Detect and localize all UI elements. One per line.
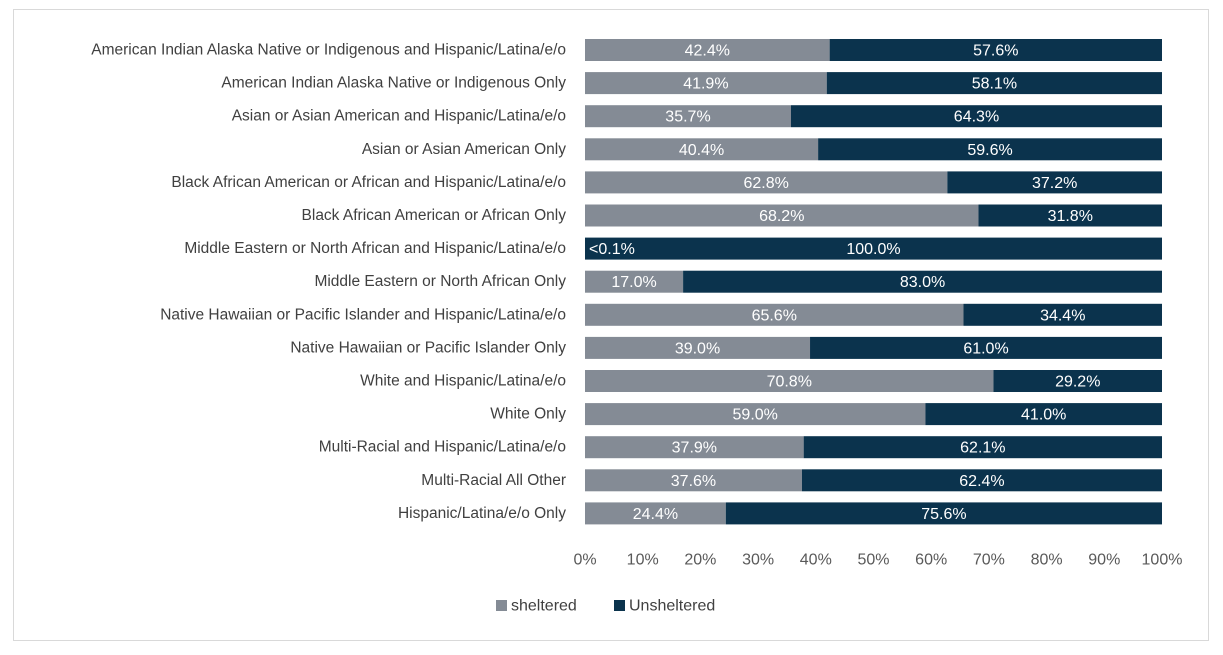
bar-unsheltered	[790, 105, 1162, 128]
bar-sheltered	[585, 171, 948, 194]
category-label: White Only	[490, 406, 566, 423]
bar-sheltered	[585, 270, 684, 293]
bar-unsheltered	[803, 436, 1162, 459]
category-label: Asian or Asian American and Hispanic/Lat…	[232, 108, 566, 125]
bar-unsheltered	[978, 204, 1162, 227]
category-label: American Indian Alaska Native or Indigen…	[91, 42, 566, 59]
bar-sheltered	[585, 39, 830, 61]
legend-swatch-sheltered	[496, 600, 507, 611]
bar-unsheltered	[925, 403, 1162, 426]
data-label-unsheltered: 34.4%	[1040, 307, 1085, 324]
x-tick-label: 70%	[973, 552, 1005, 569]
data-label-sheltered: 39.0%	[675, 340, 720, 357]
bar-unsheltered	[963, 303, 1162, 326]
bar-sheltered	[585, 204, 979, 227]
x-tick-label: 90%	[1088, 552, 1120, 569]
bar-sheltered	[585, 336, 811, 359]
x-tick-label: 40%	[800, 552, 832, 569]
data-label-unsheltered: 31.8%	[1048, 208, 1093, 225]
data-label-sheltered: 41.9%	[683, 76, 728, 93]
bar-sheltered	[585, 72, 827, 95]
category-labels: American Indian Alaska Native or Indigen…	[91, 42, 566, 522]
x-axis-tick-labels: 0% 10% 20% 30% 40% 50% 60% 70% 80% 90% 100%	[573, 552, 1182, 569]
category-label: White and Hispanic/Latina/e/o	[360, 373, 566, 390]
x-tick-label: 20%	[684, 552, 716, 569]
data-labels: 42.4% 57.6% 41.9% 58.1% 35.7% 64.3% 40.4% 59.6%…	[589, 43, 1100, 523]
bar-sheltered	[585, 436, 804, 459]
x-tick-label: 80%	[1031, 552, 1063, 569]
x-tick-label: 10%	[627, 552, 659, 569]
bar-unsheltered	[725, 502, 1162, 525]
bar-sheltered	[585, 469, 802, 492]
data-label-unsheltered: 37.2%	[1032, 175, 1077, 192]
x-tick-label: 60%	[915, 552, 947, 569]
data-label-sheltered: 37.9%	[672, 440, 717, 457]
x-tick-label: 30%	[742, 552, 774, 569]
legend: sheltered Unsheltered	[496, 598, 715, 615]
x-tick-label: 50%	[857, 552, 889, 569]
legend-label-unsheltered: Unsheltered	[629, 598, 715, 615]
data-label-sheltered: 70.8%	[767, 374, 812, 391]
bar-unsheltered	[829, 39, 1162, 61]
bar-unsheltered	[801, 469, 1162, 492]
bar-unsheltered	[585, 237, 1162, 260]
category-label: Black African American or African Only	[302, 207, 567, 224]
bar-sheltered	[585, 303, 964, 326]
bar-sheltered	[585, 403, 926, 426]
data-label-unsheltered: 61.0%	[963, 340, 1008, 357]
category-label: Asian or Asian American Only	[362, 141, 566, 158]
data-label-sheltered: 62.8%	[743, 175, 788, 192]
data-label-unsheltered: 59.6%	[967, 142, 1012, 159]
bar-unsheltered	[683, 270, 1162, 293]
bar-unsheltered	[818, 138, 1162, 161]
data-label-unsheltered: 29.2%	[1055, 374, 1100, 391]
data-label-sheltered: 37.6%	[671, 473, 716, 490]
data-label-unsheltered: 41.0%	[1021, 407, 1066, 424]
data-label-unsheltered: 64.3%	[954, 109, 999, 126]
data-label-unsheltered: 83.0%	[900, 274, 945, 291]
bar-unsheltered	[993, 370, 1162, 392]
data-label-unsheltered: 57.6%	[973, 43, 1018, 60]
category-label: Native Hawaiian or Pacific Islander and …	[160, 306, 566, 323]
bar-sheltered	[585, 105, 791, 128]
data-label-sheltered: 24.4%	[633, 506, 678, 523]
data-label-unsheltered: 58.1%	[972, 76, 1017, 93]
legend-label-sheltered: sheltered	[511, 598, 577, 615]
category-label: Native Hawaiian or Pacific Islander Only	[290, 339, 566, 356]
data-label-sheltered: 68.2%	[759, 208, 804, 225]
category-label: Multi-Racial and Hispanic/Latina/e/o	[319, 439, 566, 456]
bar-unsheltered	[826, 72, 1162, 95]
data-label-sheltered: 59.0%	[733, 407, 778, 424]
data-label-sheltered: 35.7%	[665, 109, 710, 126]
data-label-sheltered: 42.4%	[685, 43, 730, 60]
bar-sheltered	[585, 370, 994, 392]
data-label-unsheltered: 62.1%	[960, 440, 1005, 457]
data-label-sheltered: 40.4%	[679, 142, 724, 159]
legend-swatch-unsheltered	[614, 600, 625, 611]
bars-layer	[585, 39, 1162, 525]
data-label-sheltered: 17.0%	[611, 274, 656, 291]
data-label-unsheltered: 62.4%	[959, 473, 1004, 490]
bar-unsheltered	[810, 336, 1162, 359]
category-label: Black African American or African and Hi…	[171, 174, 566, 191]
category-label: Middle Eastern or North African and Hisp…	[184, 240, 566, 257]
data-label-unsheltered: 75.6%	[921, 506, 966, 523]
bar-sheltered	[585, 138, 819, 161]
x-tick-label: 0%	[573, 552, 596, 569]
category-label: American Indian Alaska Native or Indigen…	[221, 75, 566, 92]
data-label-unsheltered: 100.0%	[846, 241, 900, 258]
bar-unsheltered	[947, 171, 1162, 194]
bar-sheltered	[585, 502, 726, 525]
x-tick-label: 100%	[1142, 552, 1183, 569]
category-label: Hispanic/Latina/e/o Only	[398, 505, 566, 522]
data-label-sheltered: <0.1%	[589, 241, 635, 258]
category-label: Middle Eastern or North African Only	[314, 273, 566, 290]
category-label: Multi-Racial All Other	[421, 472, 566, 489]
data-label-sheltered: 65.6%	[752, 307, 797, 324]
